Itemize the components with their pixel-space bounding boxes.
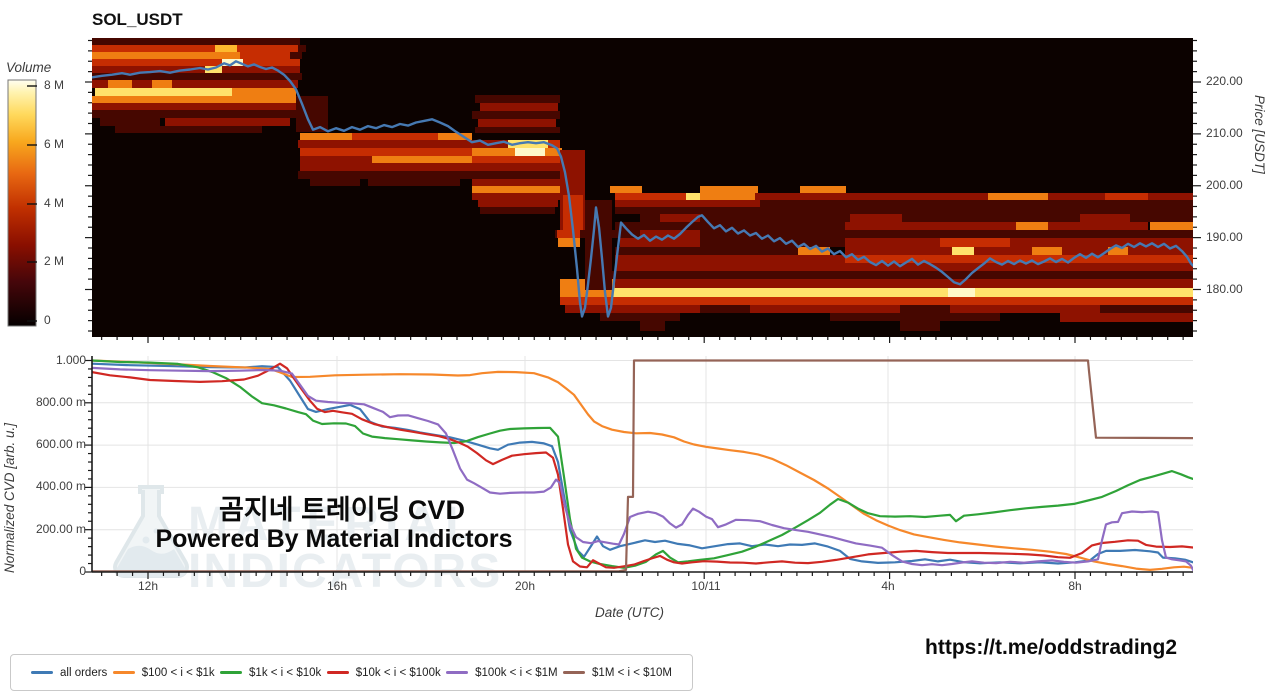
cvd-series-lines [92, 359, 1193, 573]
price-line [92, 60, 1193, 318]
cvd-tick-label: 400.00 m [35, 479, 86, 494]
cvd-tick-label: 600.00 m [35, 437, 86, 452]
legend-swatch-icon [326, 670, 349, 675]
price-axis-label: Price [USDT] [1252, 95, 1267, 174]
volume-tick-label: 4 M [44, 196, 65, 210]
watermark-korean-text: 곰지네 트레이딩 CVD [219, 495, 465, 525]
legend-item-1[interactable]: $100 < i < $1k [112, 666, 215, 679]
price-tick-label: 220.00 [1206, 74, 1243, 88]
legend-swatch-icon [446, 670, 469, 675]
legend-item-3[interactable]: $10k < i < $100k [326, 666, 441, 679]
price-tick-label: 180.00 [1206, 281, 1243, 296]
volume-tick-label: 0 [44, 313, 51, 327]
price-tick-label: 210.00 [1206, 125, 1243, 140]
legend-label: $1M < i < $10M [592, 666, 672, 679]
legend-swatch-icon [112, 670, 135, 675]
legend-label: $10k < i < $100k [355, 666, 441, 679]
cvd-tick-label: 1.000 [55, 352, 86, 367]
date-tick-label: 4h [881, 579, 895, 593]
price-tick-label: 190.00 [1206, 229, 1243, 244]
page-title: SOL_USDT [92, 10, 183, 29]
legend-label: $100k < i < $1M [475, 666, 558, 679]
legend-swatch-icon [563, 670, 586, 675]
cvd-tick-label: 200.00 m [35, 521, 86, 536]
volume-heatmap [92, 38, 1193, 331]
date-tick-label: 20h [514, 579, 536, 593]
telegram-url-text: https://t.me/oddstrading2 [925, 636, 1177, 659]
legend: all orders $100 < i < $1k $1k < i < $10k $1… [10, 654, 693, 691]
price-tick-label: 200.00 [1206, 177, 1243, 192]
legend-item-5[interactable]: $1M < i < $10M [563, 667, 672, 679]
date-tick-label: 10/11 [691, 579, 721, 593]
legend-item-2[interactable]: $1k < i < $10k [220, 667, 321, 679]
volume-tick-label: 8 M [44, 78, 65, 92]
volume-tick-label: 2 M [44, 254, 65, 268]
brand-watermark-line1: MATERIAL [188, 498, 480, 551]
legend-swatch-icon [220, 670, 243, 675]
date-tick-label: 8h [1068, 579, 1082, 593]
volume-axis-label: Volume [6, 60, 52, 75]
legend-label: $100 < i < $1k [141, 666, 215, 679]
cvd-tick-label: 0 [79, 564, 86, 578]
watermark-powered-by-text: Powered By Material Indictors [155, 525, 513, 553]
legend-swatch-icon [31, 670, 53, 675]
legend-label: all orders [60, 666, 108, 679]
cvd-tick-label: 800.00 m [35, 394, 86, 409]
date-tick-label: 16h [326, 579, 348, 593]
legend-item-0[interactable]: all orders [31, 667, 107, 679]
volume-colorbar [7, 79, 37, 327]
date-axis-label: Date (UTC) [595, 605, 665, 620]
legend-item-4[interactable]: $100k < i < $1M [446, 666, 558, 679]
date-tick-label: 12h [137, 579, 159, 593]
legend-label: $1k < i < $10k [249, 666, 322, 679]
volume-tick-label: 6 M [44, 137, 65, 151]
